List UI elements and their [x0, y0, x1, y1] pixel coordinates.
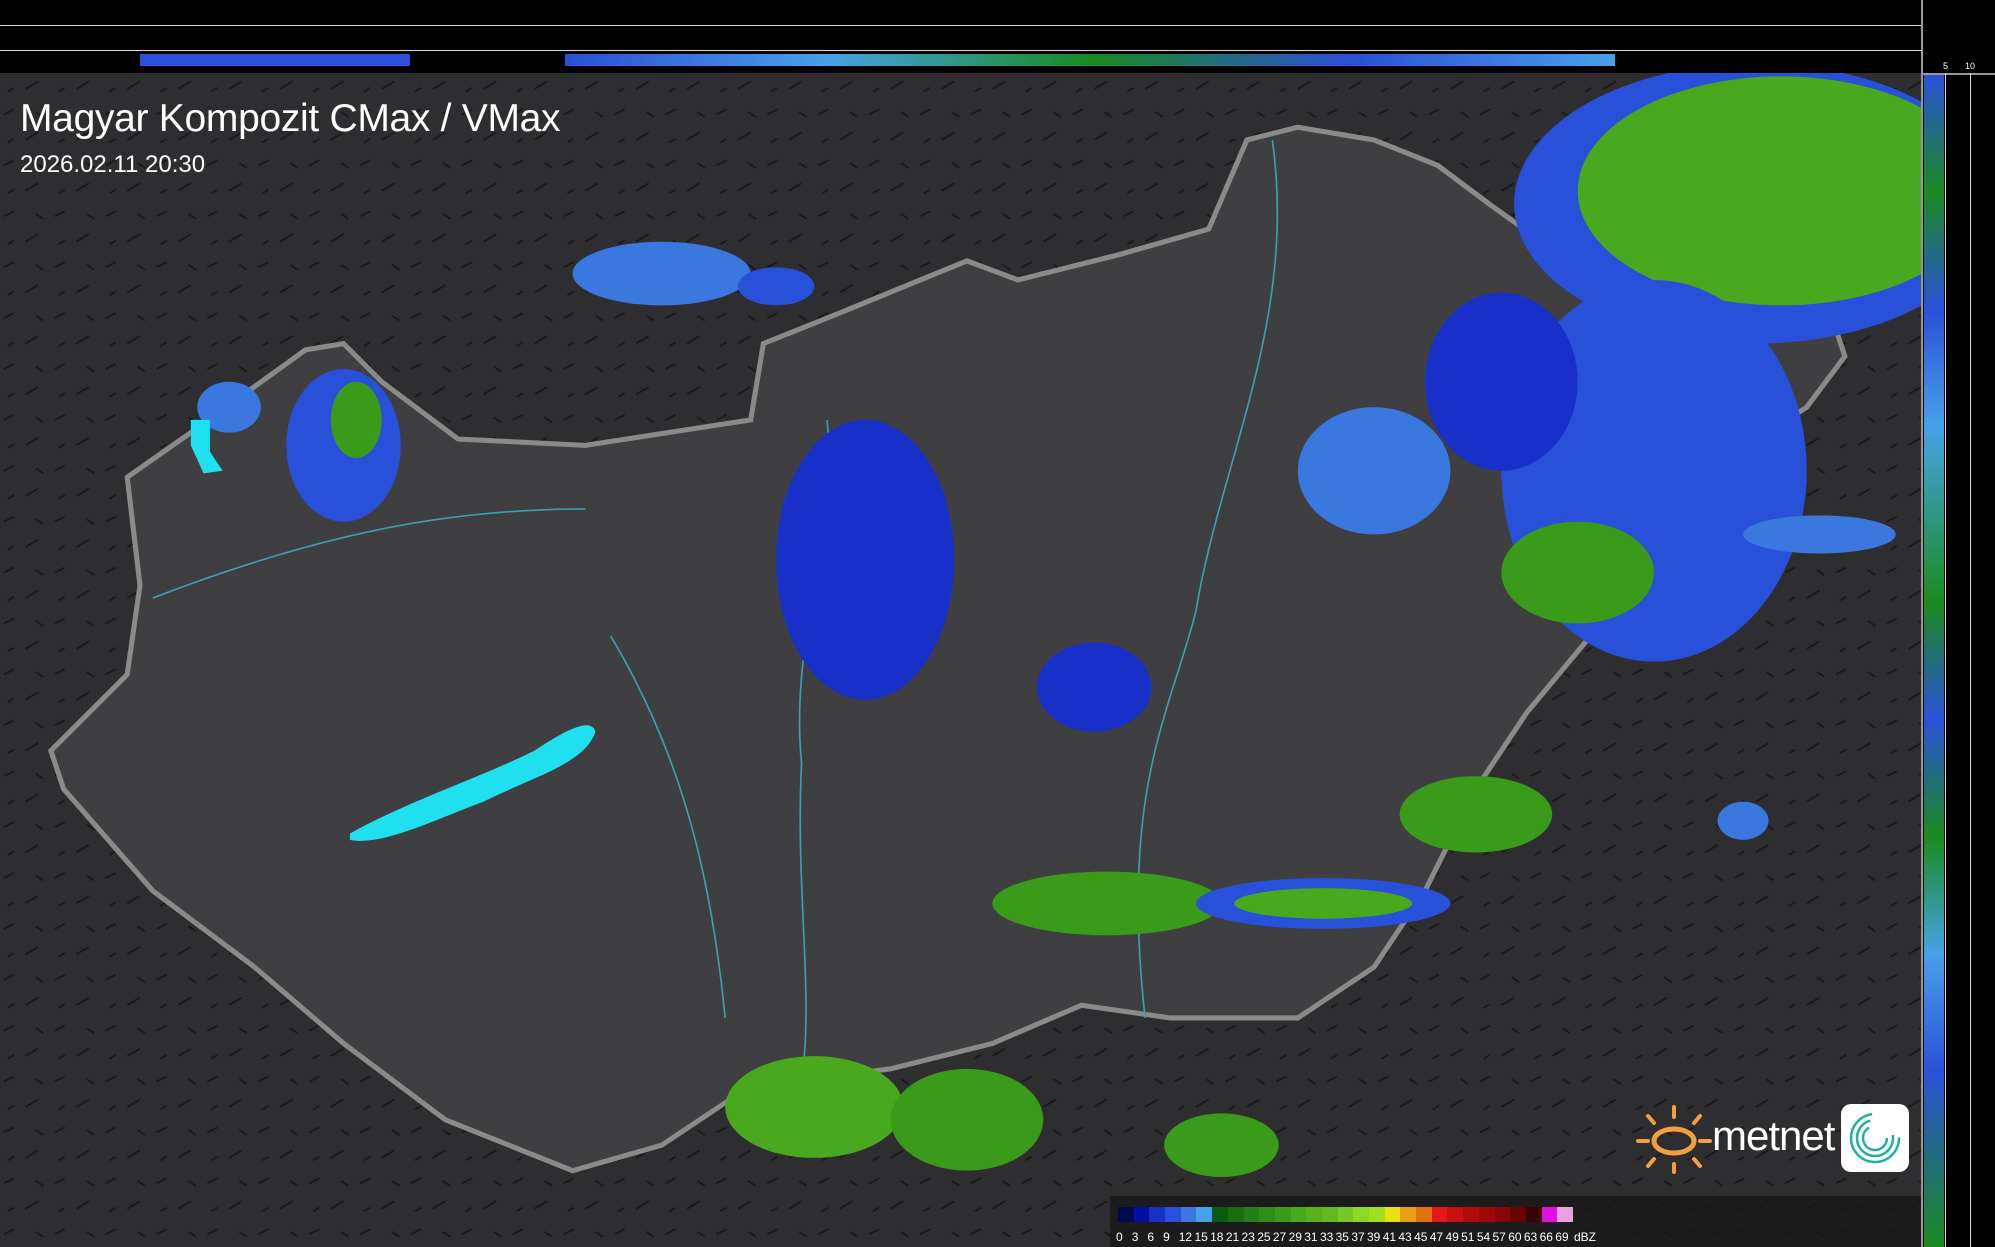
- legend-swatch: [1290, 1207, 1307, 1222]
- legend-swatch: [1196, 1207, 1213, 1222]
- dbz-unit-label: dBZ: [1574, 1230, 1597, 1244]
- legend-swatch: [1369, 1207, 1385, 1222]
- legend-swatch: [1118, 1207, 1134, 1222]
- legend-label: 15: [1194, 1230, 1208, 1244]
- legend-label: 69: [1555, 1230, 1569, 1244]
- legend-swatch: [1321, 1207, 1338, 1222]
- map-title: Magyar Kompozit CMax / VMax: [20, 97, 561, 140]
- legend-label: 31: [1304, 1230, 1318, 1244]
- legend-swatch: [1212, 1207, 1228, 1222]
- legend-swatch: [1463, 1207, 1479, 1222]
- legend-label: 45: [1414, 1230, 1428, 1244]
- lake-neusiedl: [190, 419, 223, 474]
- legend-swatch: [1337, 1207, 1354, 1222]
- legend-label: 18: [1210, 1230, 1224, 1244]
- legend-swatch: [1447, 1207, 1464, 1222]
- profile-gridline-5: [0, 50, 1921, 51]
- legend-label: 29: [1288, 1230, 1302, 1244]
- legend-swatch: [1557, 1207, 1573, 1222]
- profile-divider: [1921, 0, 1923, 1247]
- dbz-color-scale: [1118, 1207, 1573, 1222]
- legend-swatch: [1541, 1207, 1558, 1222]
- legend-swatch: [1180, 1207, 1197, 1222]
- legend-label: 47: [1429, 1230, 1444, 1244]
- legend-label: 6: [1147, 1230, 1155, 1244]
- radar-app-icon: [1841, 1104, 1909, 1172]
- legend-label: 3: [1131, 1230, 1139, 1244]
- dbz-scale-labels: 0 3 6 9 12 15 18 21 23 25 27 29 31 33 35 37 39 41 43 45 47 49…: [1116, 1230, 1571, 1244]
- profile-echo: [140, 54, 410, 66]
- legend-label: 49: [1445, 1230, 1459, 1244]
- legend-label: 35: [1335, 1230, 1349, 1244]
- legend-swatch: [1431, 1207, 1448, 1222]
- metnet-logo: metnet: [1636, 1104, 1911, 1174]
- legend-swatch: [1227, 1207, 1244, 1222]
- profile-axis-label: 5: [1943, 61, 1949, 71]
- legend-swatch: [1400, 1207, 1417, 1222]
- legend-label: 12: [1178, 1230, 1193, 1244]
- logo-text: metnet: [1712, 1112, 1835, 1159]
- legend-swatch: [1416, 1207, 1432, 1222]
- legend-swatch: [1525, 1207, 1542, 1222]
- legend-label: 39: [1367, 1230, 1381, 1244]
- legend-label: 43: [1398, 1230, 1412, 1244]
- legend-swatch: [1353, 1207, 1369, 1222]
- legend-label: 37: [1351, 1230, 1365, 1244]
- legend-swatch: [1510, 1207, 1526, 1222]
- legend-label: 57: [1492, 1230, 1506, 1244]
- legend-swatch: [1165, 1207, 1181, 1222]
- legend-swatch: [1133, 1207, 1150, 1222]
- profile-echo-column: [1924, 75, 1944, 1247]
- legend-label: 54: [1476, 1230, 1491, 1244]
- legend-label: 9: [1163, 1230, 1170, 1244]
- legend-label: 63: [1523, 1230, 1538, 1244]
- legend-label: 51: [1461, 1230, 1475, 1244]
- profile-axis-label: 10: [1965, 61, 1976, 71]
- legend-swatch: [1149, 1207, 1166, 1222]
- profile-gridline-10: [1970, 73, 1971, 1247]
- radar-echoes: [197, 63, 1995, 1178]
- legend-label: 21: [1225, 1230, 1240, 1244]
- profile-echo: [565, 54, 1615, 66]
- legend-label: 27: [1272, 1230, 1287, 1244]
- legend-swatch: [1306, 1207, 1322, 1222]
- legend-swatch: [1494, 1207, 1511, 1222]
- legend-label: 25: [1257, 1230, 1271, 1244]
- lake-balaton: [349, 725, 596, 841]
- legend-swatch: [1259, 1207, 1275, 1222]
- legend-swatch: [1243, 1207, 1260, 1222]
- map-timestamp: 2026.02.11 20:30: [20, 151, 206, 178]
- legend-label: 60: [1508, 1230, 1522, 1244]
- legend-label: 0: [1116, 1230, 1123, 1244]
- legend-swatch: [1274, 1207, 1291, 1222]
- profile-gridline-10: [0, 25, 1921, 26]
- legend-label: 41: [1382, 1230, 1397, 1244]
- legend-label: 23: [1241, 1230, 1255, 1244]
- profile-gridline-5: [1945, 73, 1946, 1247]
- legend-label: 66: [1539, 1230, 1553, 1244]
- profile-divider: [1921, 73, 1995, 75]
- sun-icon: [1636, 1105, 1712, 1174]
- legend-label: 33: [1319, 1230, 1334, 1244]
- legend-swatch: [1478, 1207, 1495, 1222]
- legend-swatch: [1384, 1207, 1401, 1222]
